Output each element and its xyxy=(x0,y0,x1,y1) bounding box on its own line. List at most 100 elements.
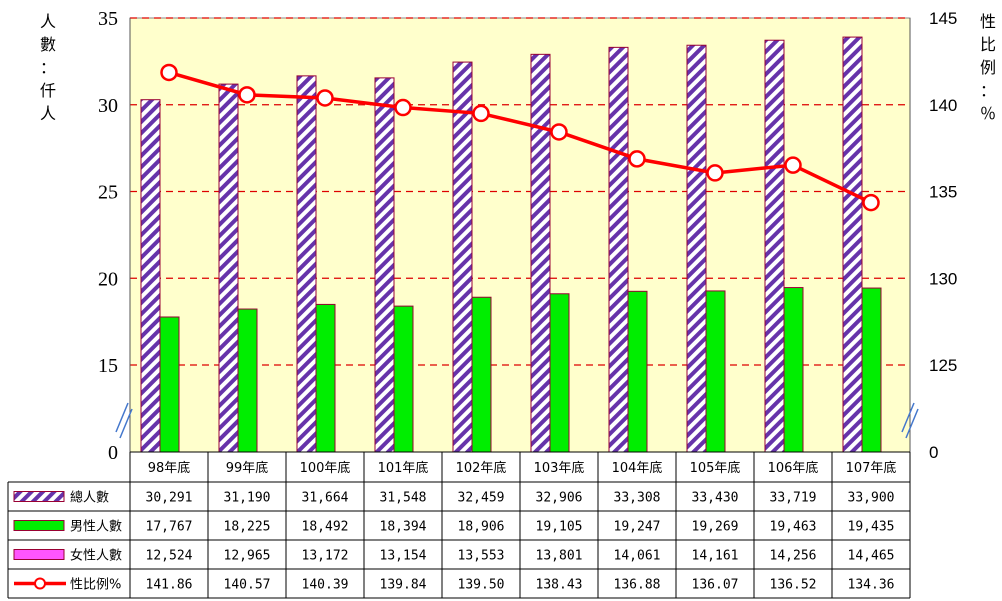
table-cell: 33,308 xyxy=(614,491,661,506)
category-label: 107年底 xyxy=(846,460,897,476)
legend-key xyxy=(13,549,65,560)
table-cell: 18,225 xyxy=(224,520,271,535)
table-cell: 13,154 xyxy=(380,549,427,564)
point-98年底 xyxy=(160,63,178,82)
table-cell: 14,256 xyxy=(770,549,817,564)
point-105年底 xyxy=(706,164,724,182)
axis-break-mark xyxy=(905,408,919,439)
right-axis-title-char: ： xyxy=(980,81,996,100)
table-cell: 19,269 xyxy=(692,520,739,535)
right-tick-label: 130 xyxy=(929,269,957,288)
table-cell: 12,524 xyxy=(146,549,193,564)
left-axis-title-char: 人 xyxy=(40,104,56,123)
table-cell: 32,906 xyxy=(536,491,583,506)
data-table: 98年底 99年底 100年底 101年底 102年底 103年底 104年底 105年底 10… xyxy=(7,451,911,599)
table-cell: 136.52 xyxy=(770,578,817,593)
right-tick-label: 125 xyxy=(929,356,957,375)
table-cell: 31,190 xyxy=(224,491,271,506)
category-label: 99年底 xyxy=(226,460,269,476)
legend-label: 女性人數 xyxy=(70,548,122,564)
table-cell: 13,553 xyxy=(458,549,505,564)
bar-總人數-107年底 xyxy=(842,36,863,453)
right-tick-label: 0 xyxy=(929,443,938,462)
table-cell: 19,435 xyxy=(848,520,895,535)
bar-總人數-99年底 xyxy=(218,83,239,453)
table-cell: 140.57 xyxy=(224,578,271,593)
point-101年底 xyxy=(394,98,412,117)
point-102年底 xyxy=(472,104,490,123)
bar-男性人數-100年底 xyxy=(315,303,336,453)
legend-label: 性比例% xyxy=(70,578,121,593)
right-tick-label: 135 xyxy=(929,183,957,202)
table-cell: 18,906 xyxy=(458,520,505,535)
category-label: 98年底 xyxy=(148,460,191,476)
axis-break-mark xyxy=(115,402,129,433)
point-107年底 xyxy=(862,193,880,212)
point-99年底 xyxy=(238,86,256,104)
table-cell: 136.88 xyxy=(614,578,661,593)
category-label: 103年底 xyxy=(534,460,585,476)
bar-男性人數-106年底 xyxy=(783,287,804,453)
bar-男性人數-101年底 xyxy=(393,305,414,453)
left-tick-label: 15 xyxy=(98,355,118,377)
table-cell: 18,492 xyxy=(302,520,349,535)
table-cell: 33,719 xyxy=(770,491,817,506)
category-label: 102年底 xyxy=(456,460,507,476)
legend-key xyxy=(13,520,65,531)
left-tick-label: 30 xyxy=(98,95,118,117)
bar-男性人數-99年底 xyxy=(237,308,258,453)
table-cell: 139.50 xyxy=(458,578,505,593)
axis-break-mark xyxy=(901,402,915,433)
table-cell: 17,767 xyxy=(146,520,193,535)
bar-總人數-101年底 xyxy=(374,77,395,453)
bar-總人數-98年底 xyxy=(140,99,161,453)
left-tick-label: 25 xyxy=(98,182,118,204)
table-cell: 30,291 xyxy=(146,491,193,506)
bar-男性人數-104年底 xyxy=(627,290,648,453)
legend-key-marker xyxy=(34,577,46,590)
left-axis-title-char: 數 xyxy=(40,35,56,54)
axes xyxy=(115,18,919,452)
table-cell: 31,664 xyxy=(302,491,349,506)
table-cell: 33,430 xyxy=(692,491,739,506)
right-axis-title-char: 比 xyxy=(980,35,996,54)
table-cell: 14,465 xyxy=(848,549,895,564)
category-label: 101年底 xyxy=(378,460,429,476)
bar-男性人數-107年底 xyxy=(861,287,882,453)
table-cell: 141.86 xyxy=(146,578,193,593)
right-axis-title-char: ％ xyxy=(980,104,996,123)
bar-總人數-104年底 xyxy=(608,46,629,453)
table-cell: 19,105 xyxy=(536,520,583,535)
axis-break-mark xyxy=(119,408,133,439)
legend-label: 男性人數 xyxy=(70,520,122,535)
left-axis-title-char: ： xyxy=(40,58,56,77)
category-label: 105年底 xyxy=(690,460,741,476)
table-cell: 18,394 xyxy=(380,520,427,535)
line-性比例% xyxy=(168,70,872,205)
bar-總人數-103年底 xyxy=(530,53,551,453)
bar-總人數-100年底 xyxy=(296,75,317,453)
sex-ratio-line xyxy=(160,63,880,212)
category-label: 106年底 xyxy=(768,460,819,476)
right-tick-label: 145 xyxy=(929,9,957,28)
table-cell: 13,172 xyxy=(302,549,349,564)
bars xyxy=(140,36,882,453)
bar-男性人數-98年底 xyxy=(159,316,180,453)
point-104年底 xyxy=(628,150,646,168)
right-axis-title-char: 性 xyxy=(980,12,996,31)
legend-key xyxy=(13,491,65,502)
point-103年底 xyxy=(550,123,568,141)
table-cell: 14,161 xyxy=(692,549,739,564)
point-100年底 xyxy=(316,89,334,107)
bar-總人數-106年底 xyxy=(764,39,785,453)
right-axis-title-char: 例 xyxy=(980,58,996,77)
left-tick-label: 35 xyxy=(98,8,118,30)
left-tick-label: 20 xyxy=(98,268,118,290)
table-cell: 140.39 xyxy=(302,578,349,593)
table-cell: 139.84 xyxy=(380,578,427,593)
bar-總人數-102年底 xyxy=(452,61,473,453)
table-cell: 32,459 xyxy=(458,491,505,506)
left-axis-title-char: 人 xyxy=(40,12,56,31)
right-tick-label: 140 xyxy=(929,96,957,115)
